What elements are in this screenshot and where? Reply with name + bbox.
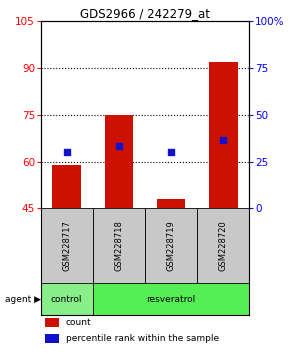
Bar bbox=[157, 199, 186, 209]
Text: agent ▶: agent ▶ bbox=[5, 295, 41, 304]
Bar bbox=[145, 209, 197, 283]
Text: GSM228720: GSM228720 bbox=[219, 221, 228, 271]
Text: resveratrol: resveratrol bbox=[146, 295, 196, 304]
Text: GSM228717: GSM228717 bbox=[62, 221, 71, 271]
Bar bbox=[93, 283, 249, 315]
Text: GSM228718: GSM228718 bbox=[114, 221, 124, 271]
Bar bbox=[45, 334, 59, 343]
Point bbox=[117, 143, 121, 149]
Point bbox=[221, 137, 226, 143]
Bar bbox=[45, 318, 59, 327]
Bar bbox=[197, 209, 249, 283]
Bar bbox=[93, 209, 145, 283]
Text: control: control bbox=[51, 295, 82, 304]
Bar bbox=[52, 165, 81, 209]
Text: count: count bbox=[66, 318, 91, 327]
Point bbox=[169, 149, 173, 155]
Bar bbox=[41, 283, 93, 315]
Bar bbox=[41, 209, 93, 283]
Text: percentile rank within the sample: percentile rank within the sample bbox=[66, 334, 219, 343]
Bar bbox=[105, 115, 133, 209]
Text: GSM228719: GSM228719 bbox=[166, 221, 176, 271]
Title: GDS2966 / 242279_at: GDS2966 / 242279_at bbox=[80, 7, 210, 20]
Point bbox=[64, 149, 69, 155]
Bar bbox=[209, 62, 238, 209]
